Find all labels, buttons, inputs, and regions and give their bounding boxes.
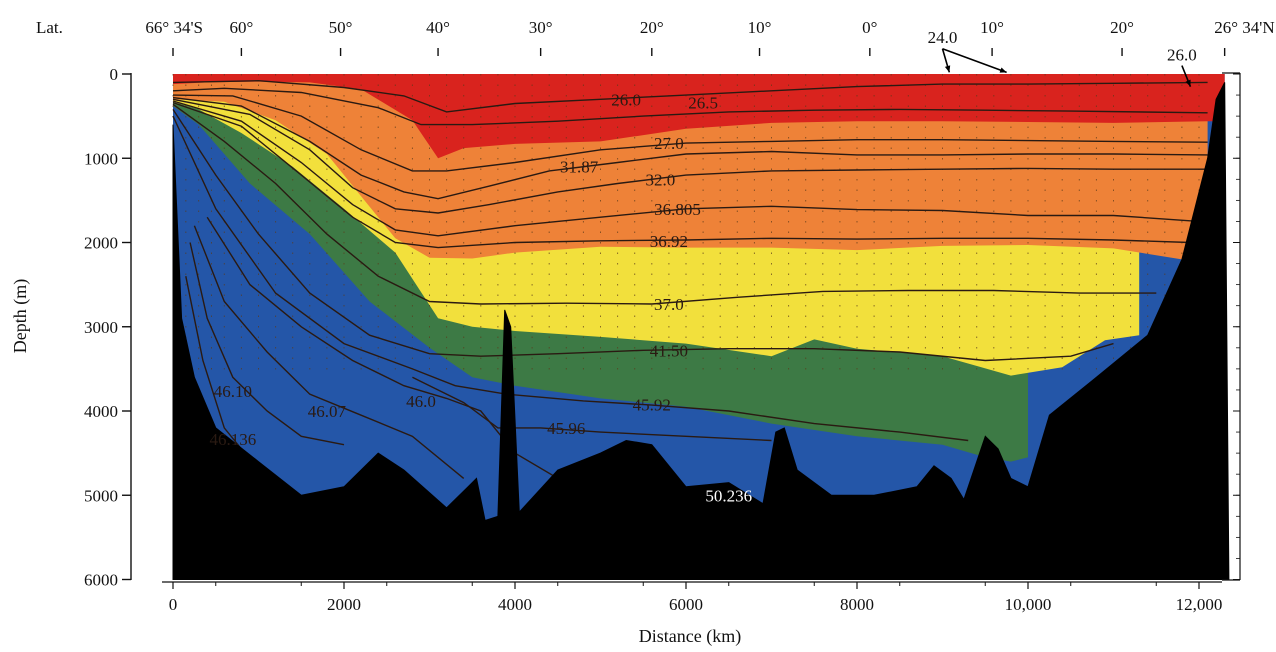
surface-arrow-head-1 xyxy=(999,67,1007,73)
contour-label-7: 37.0 xyxy=(654,295,684,314)
contour-line-8 xyxy=(172,109,1114,362)
layer-red xyxy=(173,74,1225,159)
y-tick-label-5: 5000 xyxy=(84,486,118,505)
x-tick-label-2: 4000 xyxy=(498,595,532,614)
contour-label-10: 45.96 xyxy=(547,419,585,438)
surface-arrow-1 xyxy=(942,47,1007,74)
lat-tick-label-3: 40° xyxy=(426,18,450,37)
contour-line-2 xyxy=(172,94,1208,172)
contour-line-10 xyxy=(412,376,772,442)
x-tick-label-5: 10,000 xyxy=(1005,595,1052,614)
contour-label-1: 26.5 xyxy=(688,94,718,113)
contour-label-15: 50.236 xyxy=(705,486,752,505)
contour-line-4 xyxy=(172,98,1208,214)
contour-label-0: 26.0 xyxy=(611,90,641,109)
lat-tick-label-10: 26° 34'N xyxy=(1214,18,1274,37)
x-tick-label-3: 6000 xyxy=(669,595,703,614)
contour-line-1 xyxy=(172,87,1208,126)
y-tick-label-6: 6000 xyxy=(84,571,118,590)
contour-label-16: 24.0 xyxy=(928,28,958,47)
contour-label-8: 41.50 xyxy=(650,341,688,360)
y-tick-label-3: 3000 xyxy=(84,318,118,337)
contour-line-7 xyxy=(172,103,1157,305)
contour-line-6 xyxy=(172,101,1191,249)
contour-label-5: 36.805 xyxy=(654,200,701,219)
contour-label-2: 27.0 xyxy=(654,134,684,153)
surface-arrow-head-0 xyxy=(944,65,951,73)
lat-tick-label-0: 66° 34'S xyxy=(145,18,203,37)
lat-tick-label-9: 20° xyxy=(1110,18,1134,37)
contour-label-13: 46.10 xyxy=(214,382,252,401)
surface-arrows xyxy=(941,47,1192,87)
contour-label-3: 31.87 xyxy=(560,158,599,177)
seafloor-shape xyxy=(172,82,1230,580)
lat-tick-label-1: 60° xyxy=(229,18,253,37)
contour-label-17: 26.0 xyxy=(1167,46,1197,65)
y-tick-label-4: 4000 xyxy=(84,402,118,421)
contour-label-12: 46.07 xyxy=(308,402,347,421)
lat-axis-title: Lat. xyxy=(36,18,63,37)
contour-label-9: 45.92 xyxy=(633,395,671,414)
y-tick-label-2: 2000 xyxy=(84,234,118,253)
bottom-topography xyxy=(172,82,1230,580)
contour-line-5 xyxy=(172,100,1200,237)
lat-tick-label-2: 50° xyxy=(329,18,353,37)
lat-tick-label-4: 30° xyxy=(529,18,553,37)
x-tick-label-6: 12,000 xyxy=(1176,595,1223,614)
lat-tick-label-7: 0° xyxy=(862,18,877,37)
y-tick-label-0: 0 xyxy=(110,65,119,84)
contour-line-0 xyxy=(172,79,1208,113)
contour-line-11 xyxy=(206,216,618,496)
x-tick-label-0: 0 xyxy=(169,595,178,614)
x-tick-label-1: 2000 xyxy=(327,595,361,614)
contour-line-12 xyxy=(193,225,465,479)
contour-label-11: 46.0 xyxy=(406,392,436,411)
lat-tick-label-6: 10° xyxy=(748,18,772,37)
x-tick-label-4: 8000 xyxy=(840,595,874,614)
contour-label-4: 32.0 xyxy=(645,170,675,189)
lat-tick-label-8: 10° xyxy=(980,18,1004,37)
x-axis-title: Distance (km) xyxy=(639,626,741,647)
surface-arrow-head-2 xyxy=(1185,79,1191,87)
y-tick-label-1: 1000 xyxy=(84,149,118,168)
contour-lines xyxy=(172,79,1208,496)
axes: 0 1000 2000 3000 4000 5000 6000 0 2000 4000 6000 80… xyxy=(84,18,1275,614)
contour-line-3 xyxy=(172,96,1208,200)
y-axis-title: Depth (m) xyxy=(10,279,31,353)
contour-label-6: 36.92 xyxy=(650,232,688,251)
contour-line-13 xyxy=(189,242,345,446)
contour-label-14: 46.136 xyxy=(209,430,256,449)
lat-tick-label-5: 20° xyxy=(640,18,664,37)
contour-labels: 26.0 26.5 27.0 31.87 32.0 36.805 36.92 37.0 41.5… xyxy=(209,28,1196,505)
